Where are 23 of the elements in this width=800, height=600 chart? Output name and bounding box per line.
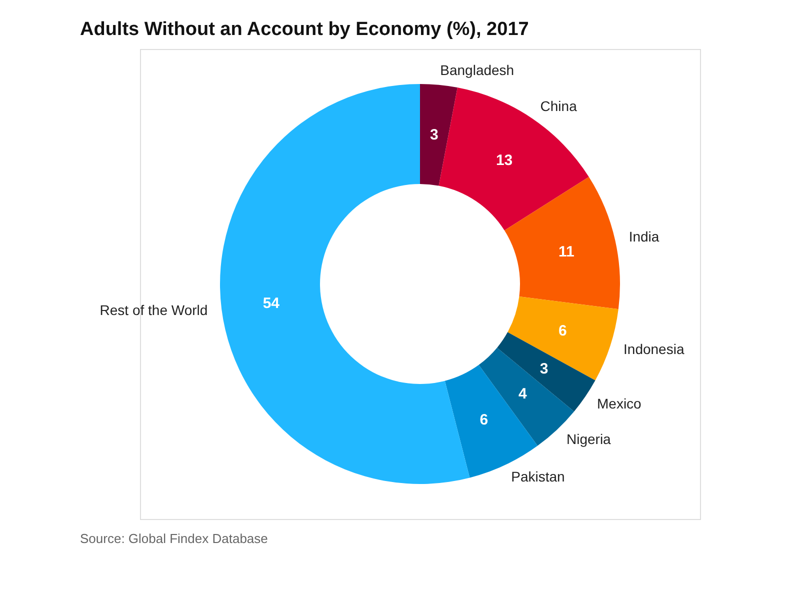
slice-label: Nigeria xyxy=(566,431,612,447)
donut-slice xyxy=(504,176,620,310)
data-label: 3 xyxy=(540,360,548,378)
slice-label: India xyxy=(628,228,660,244)
data-label: 13 xyxy=(496,152,513,169)
data-label: 4 xyxy=(518,385,528,402)
data-label: 54 xyxy=(262,294,280,312)
donut-slice xyxy=(220,84,470,484)
donut-slice xyxy=(420,84,458,186)
slice-label: Pakistan xyxy=(511,468,565,485)
donut-slice xyxy=(438,88,589,230)
data-label: 11 xyxy=(558,243,574,260)
data-label: 6 xyxy=(558,322,567,340)
data-label: 6 xyxy=(480,412,488,429)
slice-label: Mexico xyxy=(596,395,642,412)
slice-label: China xyxy=(540,98,578,114)
data-label: 3 xyxy=(430,126,438,144)
slice-label: Rest of the World xyxy=(100,302,208,318)
slice-label: Indonesia xyxy=(624,341,684,358)
chart-title: Adults Without an Account by Economy (%), 2017 xyxy=(80,19,529,40)
source-note: Source: Global Findex Database xyxy=(80,531,268,546)
donut-slice xyxy=(508,296,618,380)
slice-label: Bangladesh xyxy=(440,62,514,78)
